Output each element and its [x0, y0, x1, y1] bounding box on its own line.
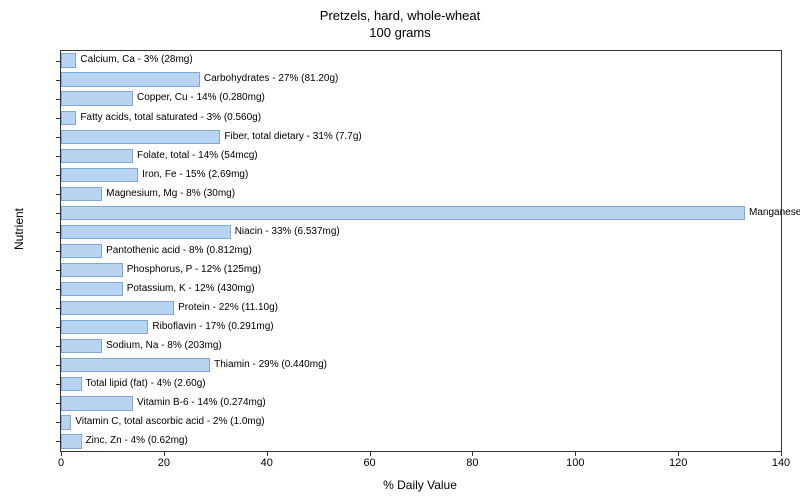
bar: [61, 282, 123, 296]
bar: [61, 377, 82, 391]
x-tick: [678, 451, 679, 456]
bar-label: Manganese, Mn - 133% (2.662mg): [745, 206, 800, 220]
bar: [61, 415, 71, 429]
x-tick-label: 140: [772, 457, 790, 469]
bar-label: Pantothenic acid - 8% (0.812mg): [102, 244, 252, 258]
bar: [61, 225, 231, 239]
bar: [61, 244, 102, 258]
bar: [61, 396, 133, 410]
x-tick: [575, 451, 576, 456]
bar: [61, 320, 148, 334]
title-line-2: 100 grams: [369, 25, 430, 40]
x-tick: [61, 451, 62, 456]
x-tick: [164, 451, 165, 456]
x-tick-label: 0: [58, 457, 64, 469]
bar: [61, 187, 102, 201]
bar-label: Riboflavin - 17% (0.291mg): [148, 320, 273, 334]
bar-label: Fiber, total dietary - 31% (7.7g): [220, 130, 361, 144]
bar: [61, 53, 76, 67]
bar: [61, 206, 745, 220]
bar: [61, 149, 133, 163]
bar: [61, 358, 210, 372]
bar-label: Magnesium, Mg - 8% (30mg): [102, 187, 235, 201]
bar: [61, 301, 174, 315]
bar-label: Iron, Fe - 15% (2.69mg): [138, 168, 248, 182]
bar: [61, 339, 102, 353]
x-tick: [781, 451, 782, 456]
bar: [61, 263, 123, 277]
y-axis-label: Nutrient: [12, 208, 26, 250]
x-tick: [472, 451, 473, 456]
bar-label: Phosphorus, P - 12% (125mg): [123, 263, 261, 277]
nutrient-chart: Pretzels, hard, whole-wheat 100 grams Nu…: [0, 0, 800, 500]
x-axis-label: % Daily Value: [60, 478, 780, 492]
title-line-1: Pretzels, hard, whole-wheat: [320, 8, 480, 23]
bar-label: Total lipid (fat) - 4% (2.60g): [82, 377, 206, 391]
bar: [61, 130, 220, 144]
bar-label: Carbohydrates - 27% (81.20g): [200, 72, 339, 86]
bar-label: Zinc, Zn - 4% (0.62mg): [82, 434, 188, 448]
bar-label: Sodium, Na - 8% (203mg): [102, 339, 222, 353]
x-tick-label: 60: [363, 457, 375, 469]
bar-label: Niacin - 33% (6.537mg): [231, 225, 340, 239]
x-tick: [267, 451, 268, 456]
bar-label: Copper, Cu - 14% (0.280mg): [133, 91, 265, 105]
bar-label: Vitamin B-6 - 14% (0.274mg): [133, 396, 266, 410]
bar: [61, 72, 200, 86]
chart-title: Pretzels, hard, whole-wheat 100 grams: [0, 0, 800, 42]
bar-label: Folate, total - 14% (54mcg): [133, 149, 258, 163]
x-tick-label: 100: [566, 457, 584, 469]
x-tick-label: 20: [158, 457, 170, 469]
x-tick-label: 40: [261, 457, 273, 469]
bar: [61, 91, 133, 105]
bar-label: Protein - 22% (11.10g): [174, 301, 278, 315]
x-tick-label: 120: [669, 457, 687, 469]
x-tick: [370, 451, 371, 456]
bar: [61, 111, 76, 125]
x-tick-label: 80: [466, 457, 478, 469]
bar-label: Vitamin C, total ascorbic acid - 2% (1.0…: [71, 415, 264, 429]
bar: [61, 168, 138, 182]
bar: [61, 434, 82, 448]
bar-label: Fatty acids, total saturated - 3% (0.560…: [76, 111, 261, 125]
plot-area: 020406080100120140Calcium, Ca - 3% (28mg…: [60, 50, 782, 452]
bar-label: Potassium, K - 12% (430mg): [123, 282, 255, 296]
bar-label: Thiamin - 29% (0.440mg): [210, 358, 327, 372]
bar-label: Calcium, Ca - 3% (28mg): [76, 53, 192, 67]
